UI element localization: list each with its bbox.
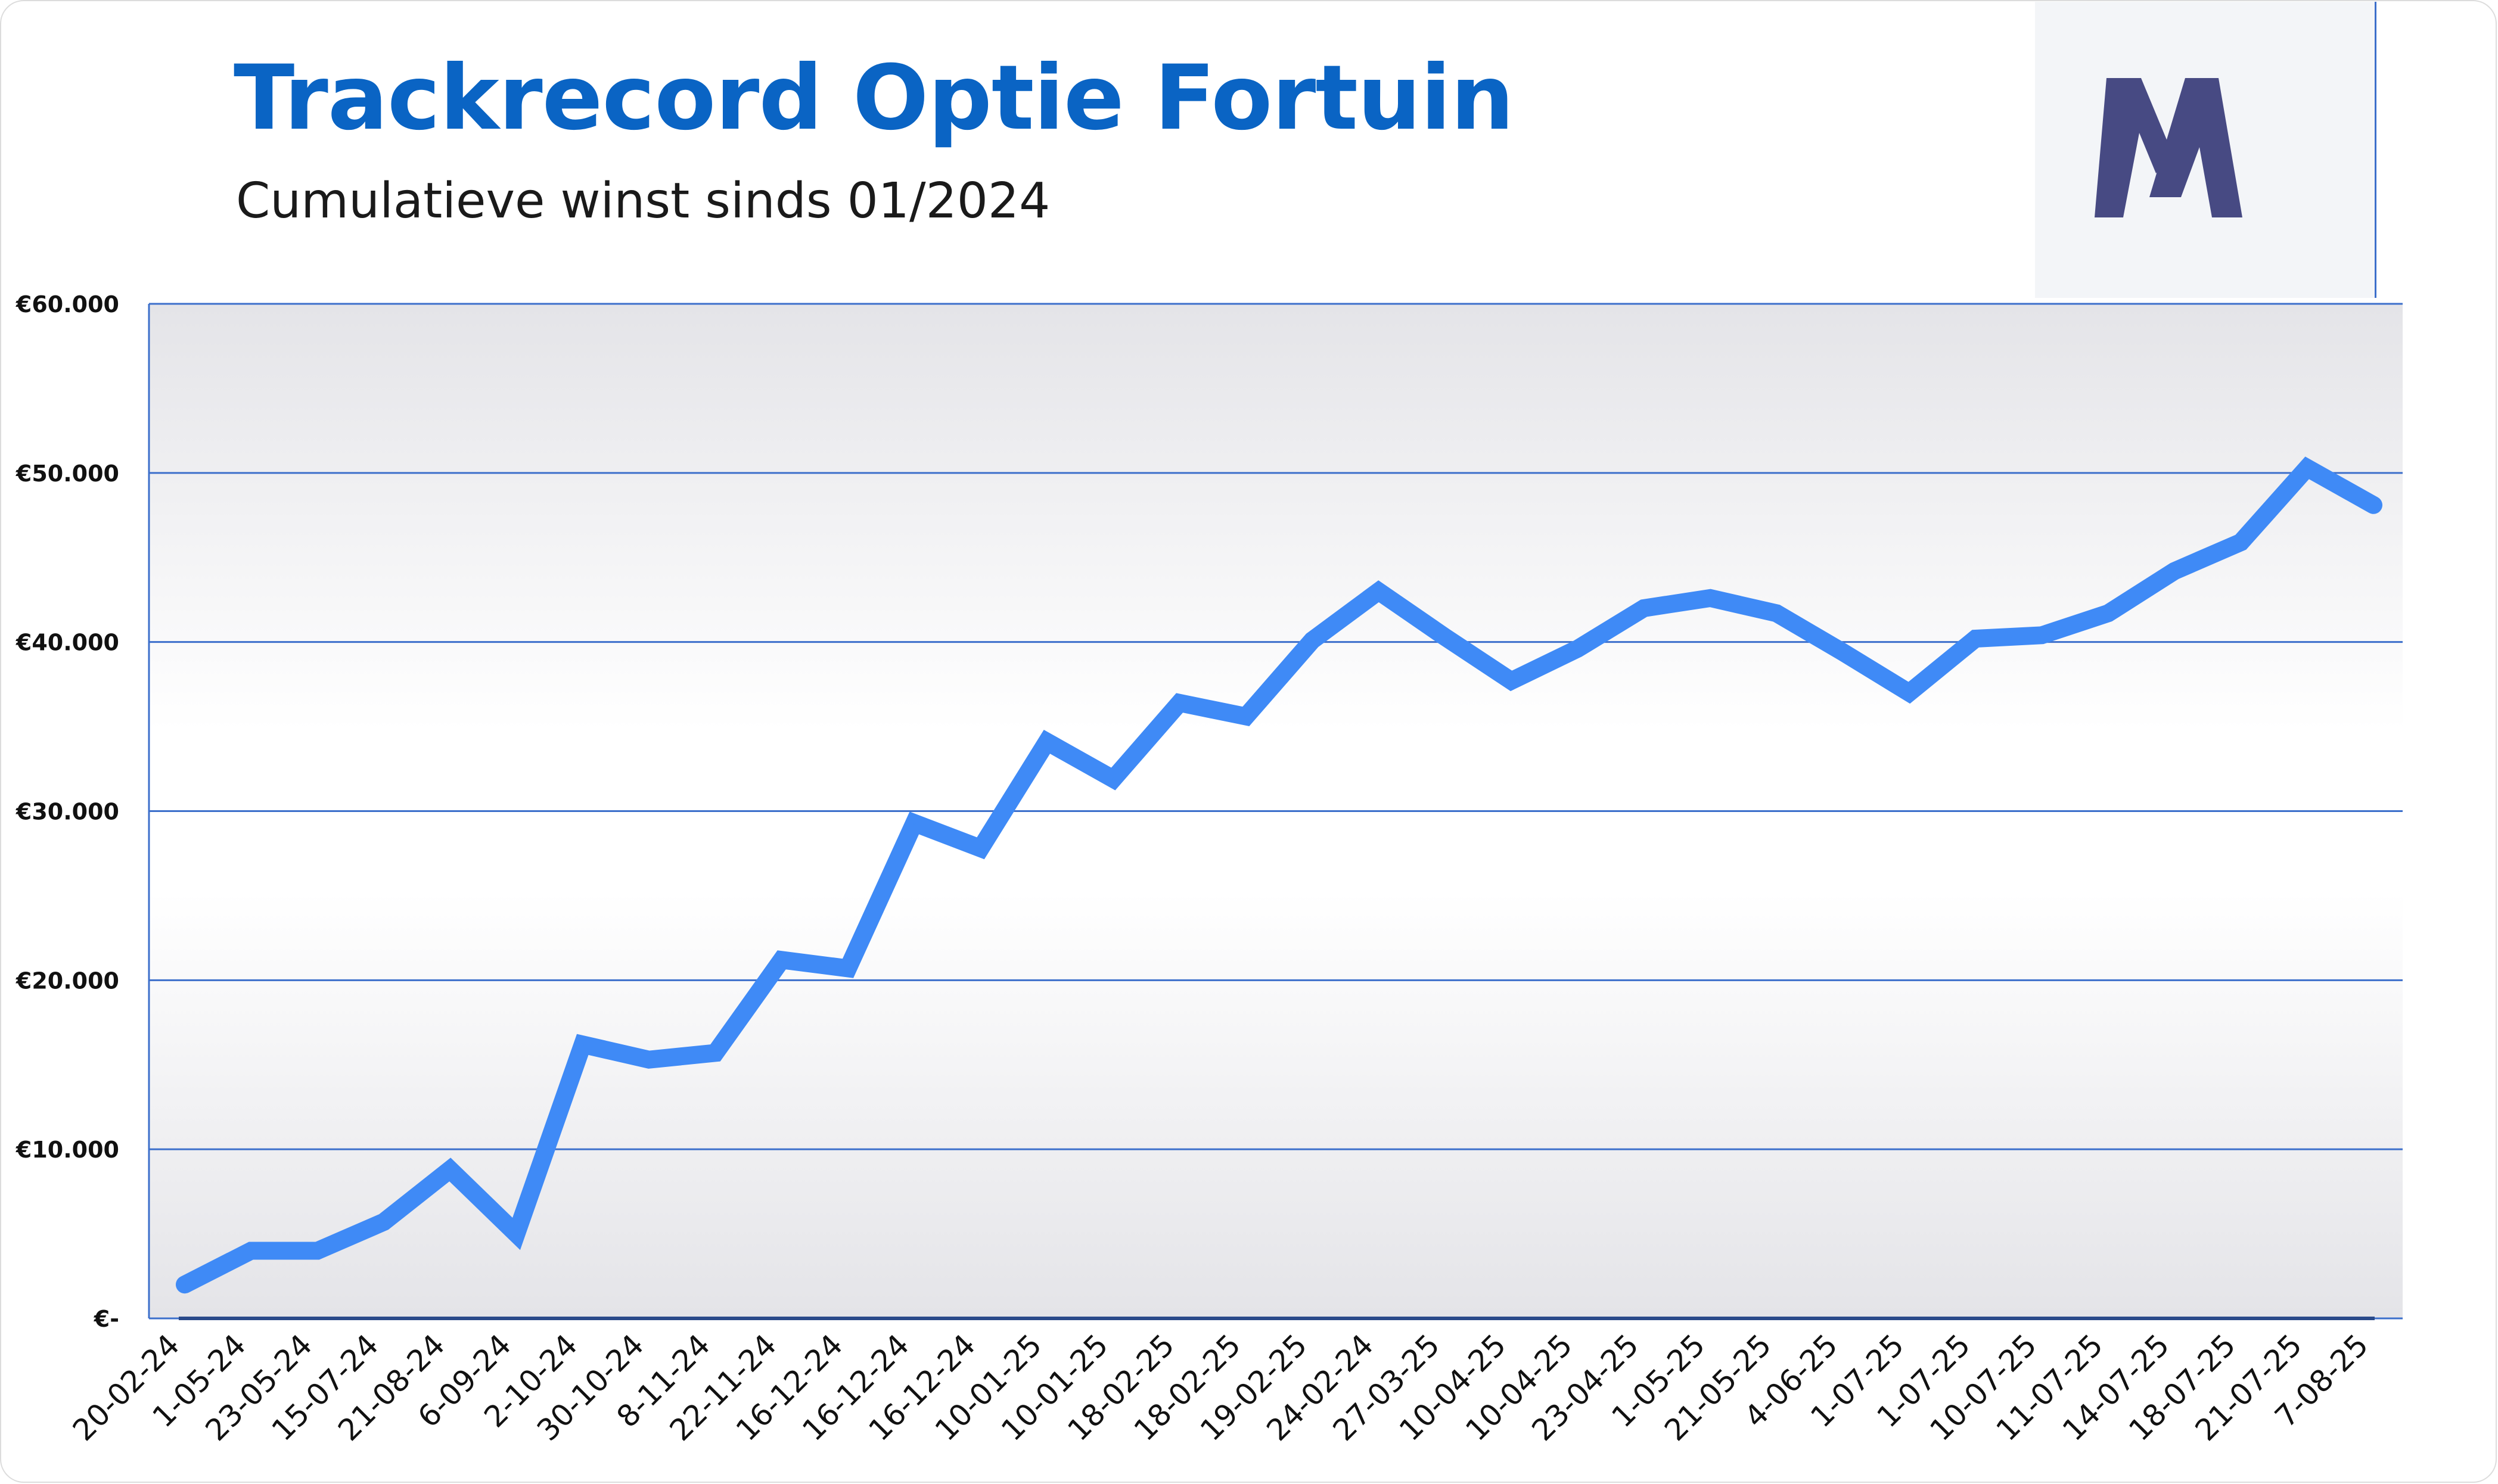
data-point <box>250 1249 253 1252</box>
data-point <box>847 967 850 970</box>
data-point <box>1510 679 1513 682</box>
data-point <box>2239 541 2242 544</box>
data-point <box>449 1168 452 1171</box>
data-point <box>382 1221 385 1224</box>
data-point <box>1907 691 1910 694</box>
data-point <box>1974 637 1977 640</box>
data-point <box>1311 639 1314 642</box>
y-tick-label: €30.000 <box>15 799 119 825</box>
y-tick-label: €20.000 <box>15 967 119 994</box>
y-tick-label: €40.000 <box>15 630 119 656</box>
data-point <box>1112 777 1115 780</box>
data-point <box>1178 701 1181 704</box>
y-tick-label: €10.000 <box>15 1137 119 1163</box>
data-point <box>2040 634 2043 637</box>
data-point <box>1443 636 1446 639</box>
data-point <box>581 1043 584 1046</box>
data-point <box>913 822 916 825</box>
data-point <box>2106 612 2109 615</box>
data-point <box>2173 570 2176 573</box>
logo <box>2035 2 2376 298</box>
y-tick-label: €50.000 <box>15 461 119 487</box>
data-point <box>780 959 783 962</box>
chart-subtitle: Cumulatieve winst sinds 01/2024 <box>236 173 1051 229</box>
data-point <box>2306 466 2309 469</box>
m-logo-icon <box>2095 78 2242 217</box>
series-line <box>176 456 2382 1294</box>
data-point <box>1775 612 1778 615</box>
y-tick-label: €60.000 <box>15 291 119 318</box>
data-point <box>979 847 982 850</box>
data-point <box>1377 590 1380 593</box>
data-point <box>316 1249 319 1252</box>
data-point <box>2372 503 2375 506</box>
data-point <box>1576 648 1579 651</box>
data-point <box>515 1233 518 1236</box>
data-point <box>1244 715 1247 718</box>
data-point <box>1841 651 1844 654</box>
chart-title: Trackrecord Optie Fortuin <box>234 46 1514 150</box>
data-point <box>1642 606 1645 609</box>
data-point <box>648 1058 651 1061</box>
data-point <box>1045 741 1048 743</box>
data-point <box>184 1283 186 1286</box>
y-tick-label: €- <box>94 1306 119 1332</box>
data-point <box>1708 596 1711 599</box>
data-point <box>714 1051 717 1054</box>
